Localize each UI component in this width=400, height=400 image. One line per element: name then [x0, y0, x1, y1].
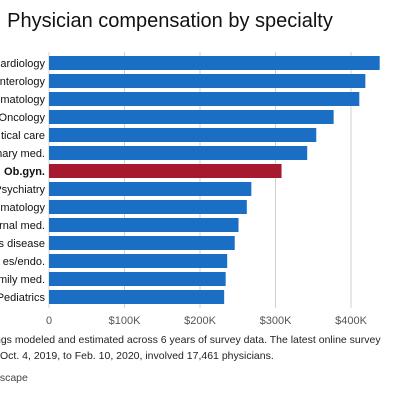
bar	[49, 218, 239, 232]
bar	[49, 182, 252, 196]
x-tick-label: $200K	[184, 315, 216, 327]
footnote-line-1: ngs modeled and estimated across 6 years…	[0, 334, 381, 346]
chart-source: dscape	[0, 372, 28, 384]
category-label: nary med.	[0, 148, 45, 160]
category-label: Pediatrics	[0, 292, 46, 304]
x-tick-label: $300K	[260, 315, 292, 327]
category-label: mily med.	[0, 274, 45, 286]
bar-chart: 0 $100K $200K $300K $400K ardiology nterology m…	[0, 52, 380, 327]
chart-footnote: ngs modeled and estimated across 6 years…	[0, 332, 381, 364]
bar	[49, 254, 228, 268]
category-label: ardiology	[0, 58, 45, 70]
category-label: s disease	[0, 238, 45, 250]
chart-title: y: Physician compensation by specialty	[0, 10, 333, 33]
bar	[49, 92, 360, 106]
category-label: Ob.gyn.	[4, 166, 45, 178]
chart-title-text: Physician compensation by specialty	[7, 10, 333, 32]
x-tick-label: $100K	[109, 315, 141, 327]
footnote-line-2: Oct. 4, 2019, to Feb. 10, 2020, involved…	[0, 350, 274, 362]
bar	[49, 164, 282, 178]
x-tick-label: $400K	[335, 315, 367, 327]
bar	[49, 290, 225, 304]
category-label: Psychiatry	[0, 184, 45, 196]
x-tick-label: 0	[46, 315, 52, 327]
category-label: nterology	[0, 76, 45, 88]
bar	[49, 146, 308, 160]
bar	[49, 272, 226, 286]
category-label: matology	[0, 202, 45, 214]
bar	[49, 74, 366, 88]
bar	[49, 236, 235, 250]
bar	[49, 128, 317, 142]
category-label: tical care	[1, 130, 45, 142]
category-label: matology	[0, 94, 45, 106]
category-label: Oncology	[0, 112, 45, 124]
bar	[49, 110, 334, 124]
category-label: ernal med.	[0, 220, 45, 232]
bar	[49, 200, 247, 214]
chart-title-prefix: y:	[0, 10, 2, 32]
category-label: es/endo.	[3, 256, 45, 268]
bar	[49, 56, 380, 70]
